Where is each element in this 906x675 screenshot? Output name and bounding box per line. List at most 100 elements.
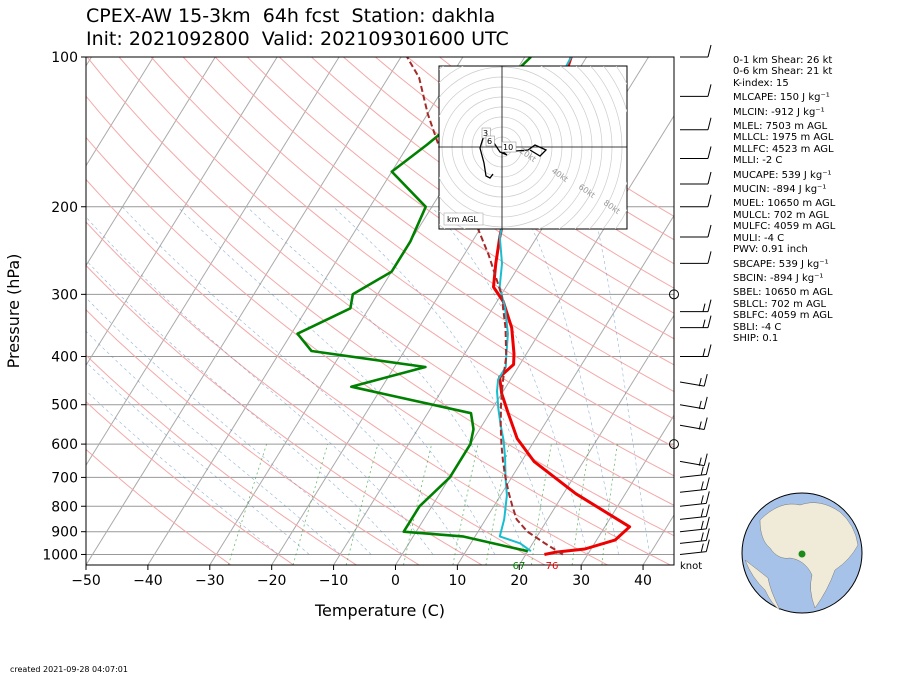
isotherm-line	[580, 414, 674, 565]
index-line: 0-6 km Shear: 21 kt	[733, 66, 833, 78]
y-tick-label: 300	[51, 287, 78, 303]
wind-barb-flag	[698, 400, 702, 410]
wind-barb-flag	[700, 466, 704, 475]
x-tick-label: 20	[510, 573, 528, 589]
wind-barb-flag	[700, 532, 704, 541]
index-line: SBCAPE: 539 J kg⁻¹	[733, 258, 829, 270]
wind-barb	[680, 194, 712, 208]
isotherm-line	[518, 314, 674, 565]
created-timestamp: created 2021-09-28 04:07:01	[10, 665, 128, 674]
y-tick-label: 200	[51, 200, 78, 216]
x-tick-label: −10	[319, 573, 349, 589]
wind-barb-flag	[698, 421, 702, 430]
y-tick-label: 1000	[42, 547, 78, 563]
wind-barb-staff	[679, 551, 707, 555]
wind-barb-flag	[702, 319, 706, 328]
wind-barb-flag	[702, 303, 706, 312]
wind-barb-flag	[705, 477, 710, 490]
moist-adiabat-line	[86, 361, 310, 555]
wind-barb	[680, 84, 712, 97]
plot-frame	[85, 56, 675, 566]
wind-barb-flag	[700, 495, 704, 504]
dry-adiabat-line	[86, 400, 294, 565]
index-line: MLCIN: -912 J kg⁻¹	[733, 106, 825, 118]
x-axis-label: Temperature (C)	[314, 601, 445, 620]
globe-land	[759, 502, 859, 609]
y-tick-label: 900	[51, 525, 78, 541]
dry-adiabat-line	[86, 136, 671, 565]
index-line: MLLCL: 1975 m AGL	[733, 132, 834, 144]
wind-barb-flag	[702, 348, 706, 357]
wind-barb-staff	[679, 528, 707, 533]
mixing-ratio-line	[292, 443, 329, 565]
isotherm-line	[147, 57, 464, 565]
wind-barb	[679, 504, 710, 520]
moist-adiabat-line	[431, 206, 588, 555]
dry-adiabat-line	[246, 57, 674, 366]
dry-adiabat-line	[86, 448, 232, 565]
moist-adiabat-line	[521, 206, 619, 555]
wind-barb	[679, 539, 710, 555]
moist-adiabat-line	[592, 206, 650, 555]
dry-adiabat-line	[214, 57, 674, 393]
index-line: MUCIN: -894 J kg⁻¹	[733, 184, 827, 196]
wind-barb	[679, 477, 710, 493]
globe-land	[744, 559, 781, 611]
moist-adiabat-line	[86, 259, 403, 555]
wind-barb-flag	[707, 146, 712, 159]
mixing-ratio-line	[452, 444, 479, 565]
station-marker	[798, 550, 806, 558]
wind-barb	[680, 146, 712, 160]
dry-adiabat-line	[150, 57, 674, 448]
hodograph-axis-label: km AGL	[447, 215, 479, 224]
wind-barb-flag	[705, 491, 710, 504]
y-tick-label: 800	[51, 499, 78, 515]
index-line: MLLI: -2 C	[733, 155, 783, 167]
wind-barb-staff	[679, 540, 707, 544]
dry-adiabat-line	[86, 264, 483, 565]
wind-barb-flag	[707, 84, 712, 97]
chart-title: CPEX-AW 15-3km 64h fcst Station: dakhla	[86, 5, 496, 27]
hodograph-axis-label-box	[443, 212, 484, 226]
x-tick-label: 40	[634, 573, 652, 589]
wind-barb-flag	[705, 539, 710, 552]
hodograph-height-label: 6	[487, 137, 492, 146]
hodograph-frame	[438, 65, 628, 230]
index-line: SBLCL: 702 m AGL	[733, 298, 827, 310]
wind-barb-staff	[679, 424, 705, 430]
dry-adiabat-line	[86, 221, 546, 565]
dry-adiabat-line	[86, 309, 420, 565]
hodograph-height-box	[501, 141, 517, 153]
x-tick-label: −40	[133, 573, 163, 589]
wind-barb-staff	[679, 488, 707, 493]
index-line: MUEL: 10650 m AGL	[733, 198, 836, 210]
x-tick-label: −30	[195, 573, 225, 589]
wind-barb	[680, 344, 712, 358]
dry-adiabat-line	[343, 57, 674, 289]
wind-barb	[679, 516, 710, 533]
wind-barb	[680, 251, 712, 264]
wind-barb	[680, 224, 712, 238]
wind-barb-flag	[700, 481, 704, 490]
hodograph-trace	[479, 134, 548, 179]
wind-barb-flag	[703, 374, 708, 387]
wind-barb-flag	[698, 457, 702, 466]
index-line: MLCAPE: 150 J kg⁻¹	[733, 92, 830, 104]
moist-adiabat-line	[121, 206, 465, 555]
moist-adiabat-line	[86, 216, 434, 555]
chart-subtitle: Init: 2021092800 Valid: 202109301600 UTC	[86, 28, 509, 50]
moist-adiabat-line	[86, 297, 372, 555]
wind-barb-calm	[669, 439, 679, 450]
stability-indices: 0-1 km Shear: 26 kt 0-6 km Shear: 21 kt K-…	[733, 55, 835, 344]
hodograph-height-label: 3	[483, 129, 488, 138]
moist-adiabat-line	[246, 206, 527, 555]
mixing-ratio-line	[601, 444, 618, 565]
index-line: MLEL: 7503 m AGL	[733, 121, 828, 133]
index-line: 0-1 km Shear: 26 kt	[733, 55, 833, 66]
wind-barb-flag	[707, 117, 712, 130]
wind-barb	[679, 417, 708, 430]
wind-barb	[679, 396, 708, 410]
wind-barb	[680, 117, 712, 131]
wind-barb	[680, 315, 712, 329]
